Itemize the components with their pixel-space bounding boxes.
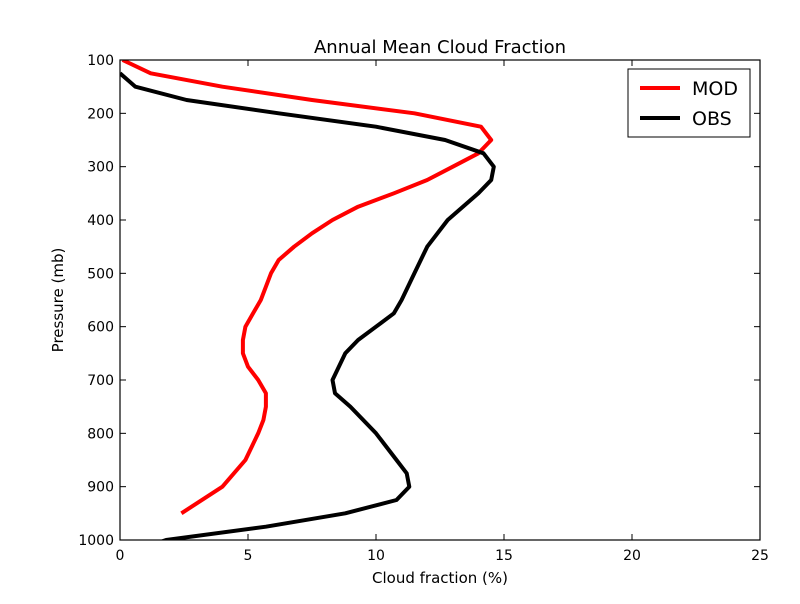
x-tick-label: 5	[244, 548, 253, 564]
y-tick-label: 1000	[78, 533, 114, 549]
legend-label-obs: OBS	[692, 108, 732, 130]
y-tick-label: 700	[87, 373, 114, 389]
tick-layer: 0 5 10 15 20 25 100 200 300 400 500 600 700 800 900 100…	[78, 53, 769, 564]
plot-frame	[119, 59, 761, 541]
x-tick-label: 0	[116, 548, 125, 564]
series-line-mod	[121, 60, 494, 515]
x-tick-label: 20	[623, 548, 641, 564]
series-layer	[120, 60, 496, 540]
y-tick-label: 200	[87, 106, 114, 122]
legend-label-mod: MOD	[692, 78, 738, 100]
series-line-obs	[120, 71, 496, 540]
y-tick-label: 400	[87, 213, 114, 229]
x-tick-label: 10	[367, 548, 385, 564]
legend-box	[627, 68, 751, 138]
x-tick-label: 15	[495, 548, 513, 564]
chart-title: Annual Mean Cloud Fraction	[314, 37, 566, 58]
y-tick-label: 800	[87, 426, 114, 442]
x-tick-label: 25	[751, 548, 769, 564]
y-tick-label: 300	[87, 160, 114, 176]
y-tick-label: 900	[87, 480, 114, 496]
y-axis-label: Pressure (mb)	[49, 248, 67, 353]
x-axis-label: Cloud fraction (%)	[372, 569, 508, 587]
y-tick-label: 600	[87, 320, 114, 336]
legend: MOD OBS	[627, 68, 751, 138]
y-tick-label: 500	[87, 266, 114, 282]
y-tick-label: 100	[87, 53, 114, 69]
